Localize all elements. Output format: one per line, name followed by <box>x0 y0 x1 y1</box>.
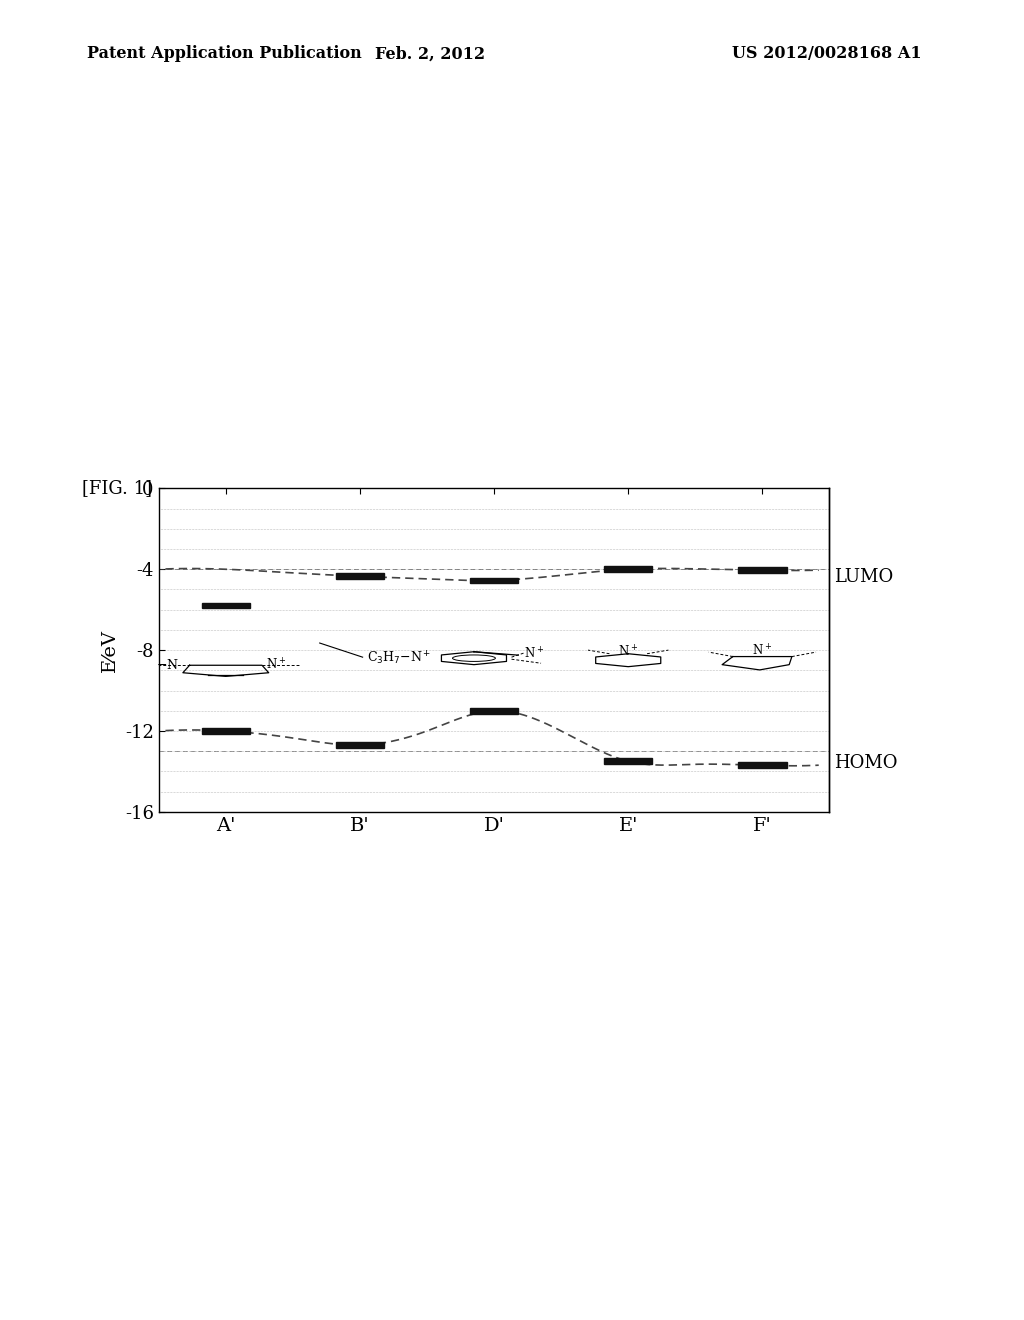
Text: Feb. 2, 2012: Feb. 2, 2012 <box>375 45 485 62</box>
Text: N$^+$: N$^+$ <box>523 647 544 661</box>
Bar <box>202 603 250 609</box>
Bar <box>470 708 518 714</box>
Bar <box>336 742 384 748</box>
Bar <box>336 573 384 579</box>
Bar <box>202 729 250 734</box>
Text: [FIG. 1]: [FIG. 1] <box>82 479 152 498</box>
Text: $-$N: $-$N <box>156 659 179 672</box>
Text: Patent Application Publication: Patent Application Publication <box>87 45 361 62</box>
Bar <box>738 763 786 768</box>
Bar <box>604 759 652 764</box>
Text: N$^+$: N$^+$ <box>753 643 772 659</box>
Bar <box>470 578 518 583</box>
Text: N$^+$: N$^+$ <box>618 644 638 660</box>
Bar <box>738 568 786 573</box>
Text: N$^+$: N$^+$ <box>266 657 286 673</box>
Bar <box>604 566 652 572</box>
Y-axis label: E⁄eV: E⁄eV <box>101 628 120 672</box>
Text: US 2012/0028168 A1: US 2012/0028168 A1 <box>732 45 922 62</box>
Text: C$_3$H$_7$$-$N$^+$: C$_3$H$_7$$-$N$^+$ <box>367 649 431 667</box>
